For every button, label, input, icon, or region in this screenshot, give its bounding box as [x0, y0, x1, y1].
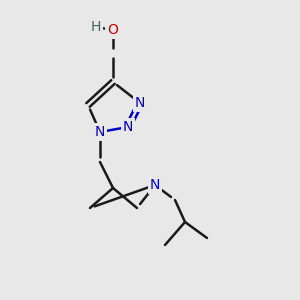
Text: N: N [95, 125, 105, 139]
Text: N: N [135, 96, 145, 110]
Text: O: O [108, 23, 118, 37]
Text: N: N [150, 178, 160, 192]
Text: H: H [91, 20, 101, 34]
Text: N: N [123, 120, 133, 134]
